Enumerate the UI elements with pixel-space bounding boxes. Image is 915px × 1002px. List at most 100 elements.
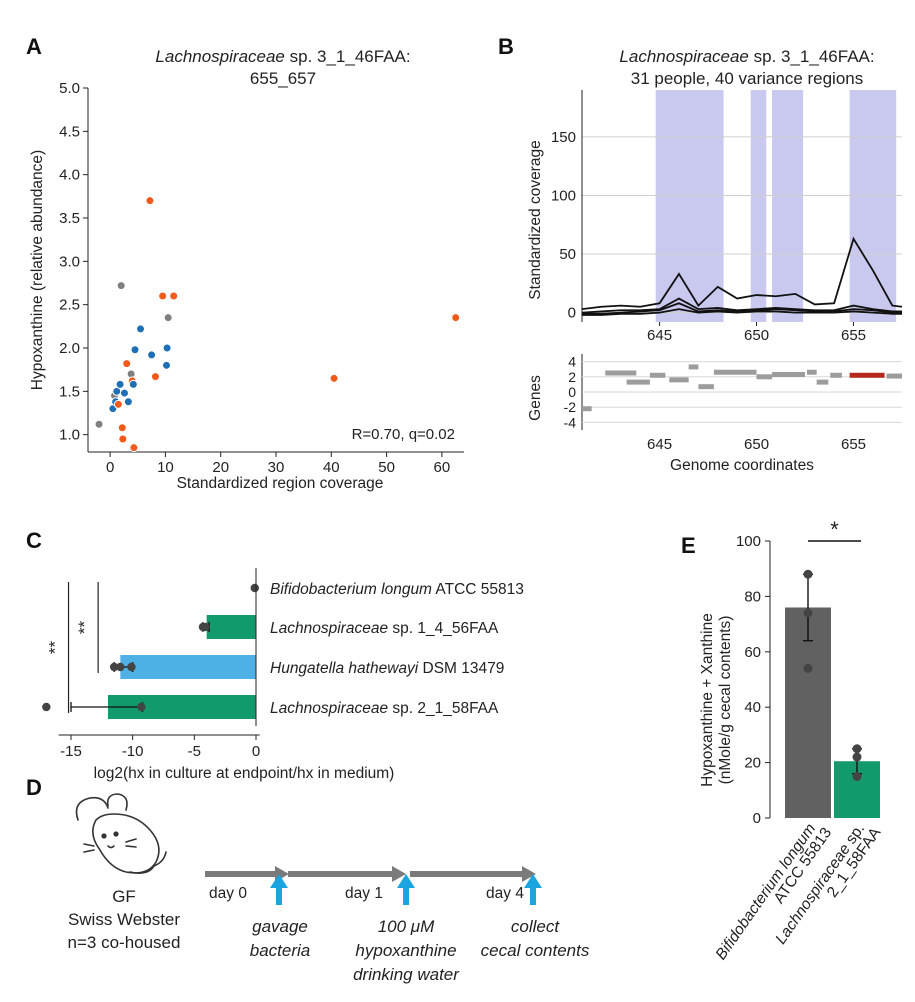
diagram-n: n=3 co-housed — [68, 933, 181, 952]
significance-label: ** — [46, 641, 65, 655]
chart-a-x-tick-label: 20 — [212, 459, 229, 476]
gene-segment — [772, 372, 806, 378]
data-point-blue — [115, 379, 125, 389]
step-arrows — [270, 874, 542, 905]
panel-letter-a: A — [26, 34, 42, 59]
chart-e-ylabel-line1: Hypoxanthine + Xanthine — [699, 613, 716, 787]
chart-a-title-line2: 655_657 — [250, 69, 316, 88]
gene-segment — [669, 377, 689, 383]
replicate-point — [42, 702, 51, 712]
chart-a-y-tick-label: 3.5 — [59, 210, 80, 227]
gene-segment — [806, 369, 817, 375]
data-point-orange — [129, 443, 139, 453]
data-point-gray — [116, 281, 126, 291]
chart-a-ylabel: Hypoxanthine (relative abundance) — [29, 150, 46, 390]
data-point-blue — [162, 360, 172, 370]
data-point-blue — [162, 343, 172, 353]
genes-y-tick-label: 4 — [568, 354, 576, 370]
chart-b-x-tick-label: 645 — [647, 327, 672, 344]
chart-a-x-tick-label: 50 — [378, 459, 395, 476]
chart-c-xlabel: log2(hx in culture at endpoint/hx in med… — [94, 765, 395, 782]
replicate-point — [852, 771, 862, 781]
diagram-strain: Swiss Webster — [68, 910, 180, 929]
replicate-point — [198, 622, 208, 632]
chart-b-variance-regions — [655, 90, 897, 322]
chart-c-category-labels: Bifidobacterium longum ATCC 55813 Lachnos… — [270, 581, 524, 717]
chart-a-x-tick-label: 0 — [106, 459, 114, 476]
data-point-orange — [122, 359, 132, 369]
data-point-blue — [119, 388, 129, 398]
replicate-point — [127, 662, 136, 672]
gene-segment — [886, 373, 902, 379]
chart-a-annotation: R=0.70, q=0.02 — [352, 426, 455, 443]
chart-e-y-tick-label: 60 — [744, 644, 761, 661]
category-label: Bifidobacterium longum ATCC 55813 — [270, 581, 524, 598]
coverage-line-s3 — [582, 302, 902, 315]
diagram-gf: GF — [112, 887, 136, 906]
chart-e-y-tick-label: 80 — [744, 588, 761, 605]
chart-b-lines — [581, 236, 903, 316]
step-hx-line1: 100 μM — [378, 917, 435, 936]
data-point-orange — [169, 291, 179, 301]
chart-b-genes-ylabel: Genes — [527, 375, 544, 421]
data-point-orange — [117, 423, 127, 433]
variance-region — [849, 90, 897, 322]
chart-e-y-tick-label: 40 — [744, 699, 761, 716]
category-label-italic: Hungatella hathewayi — [270, 660, 419, 677]
gene-segment — [688, 364, 699, 370]
gene-segment — [698, 384, 714, 390]
chart-a-x-tick-label: 60 — [434, 459, 451, 476]
replicate-point — [852, 744, 862, 754]
replicate-point — [803, 608, 813, 618]
chart-e-y-tick-label: 20 — [744, 755, 761, 772]
genes-y-tick-label: -2 — [564, 399, 577, 415]
chart-e-y-tick-label: 0 — [753, 810, 761, 827]
chart-b-genes: 420-2-4 645 650 655 — [564, 354, 902, 453]
genes-x-tick-label: 655 — [841, 436, 866, 453]
data-point-gray — [163, 313, 173, 323]
variance-region — [655, 90, 724, 322]
replicate-point — [250, 583, 259, 593]
chart-b-y-tick-label: 0 — [568, 305, 576, 322]
data-point-blue — [136, 324, 146, 334]
panel-letter-e: E — [681, 533, 696, 558]
timeline-day-1: day 1 — [345, 885, 383, 902]
gene-segment — [649, 372, 666, 378]
significance-label: * — [830, 517, 839, 542]
mouse-icon — [75, 793, 167, 874]
category-label-rest: sp. 1_4_56FAA — [388, 620, 499, 637]
chart-a-title: Lachnospiraceae sp. 3_1_46FAA: — [155, 47, 410, 66]
coverage-line-s2 — [581, 297, 902, 314]
chart-a-y-tick-label: 2.5 — [59, 297, 80, 314]
chart-a-y-tick-label: 5.0 — [59, 80, 80, 97]
replicate-point — [803, 569, 813, 579]
chart-a-y-tick-label: 1.5 — [59, 383, 80, 400]
data-point-blue — [130, 345, 140, 355]
data-point-blue — [128, 379, 138, 389]
replicate-point — [852, 752, 862, 762]
chart-a-points — [94, 196, 461, 453]
chart-b-y-tick-label: 100 — [551, 187, 576, 204]
panel-letter-c: C — [26, 528, 42, 553]
step-hx-line2: hypoxanthine — [355, 941, 456, 960]
chart-a-y-tick-label: 4.5 — [59, 123, 80, 140]
bar — [206, 615, 256, 639]
gene-segment — [816, 379, 829, 385]
step-arrow-hypoxanthine — [403, 886, 409, 905]
chart-a-y-tick-label: 2.0 — [59, 340, 80, 357]
step-gavage-line2: bacteria — [250, 941, 310, 960]
chart-e-ylabel-line2: (nMole/g cecal contents) — [717, 616, 734, 785]
chart-a-title-rest: sp. 3_1_46FAA: — [285, 47, 411, 66]
data-point-blue — [123, 397, 133, 407]
chart-a-axes: 0 10 20 30 40 50 60 1.0 1.5 2.0 2.5 3.0 3.5 4.0 4.5 5.0 — [59, 80, 464, 476]
chart-c-bars — [42, 583, 259, 719]
coverage-line-s4 — [582, 308, 902, 316]
genes-y-tick-label: 2 — [568, 369, 576, 385]
data-point-gray — [94, 419, 104, 429]
genes-y-tick-label: -4 — [564, 414, 577, 430]
timeline — [205, 866, 536, 882]
category-label: Hungatella hathewayi DSM 13479 — [270, 660, 504, 677]
